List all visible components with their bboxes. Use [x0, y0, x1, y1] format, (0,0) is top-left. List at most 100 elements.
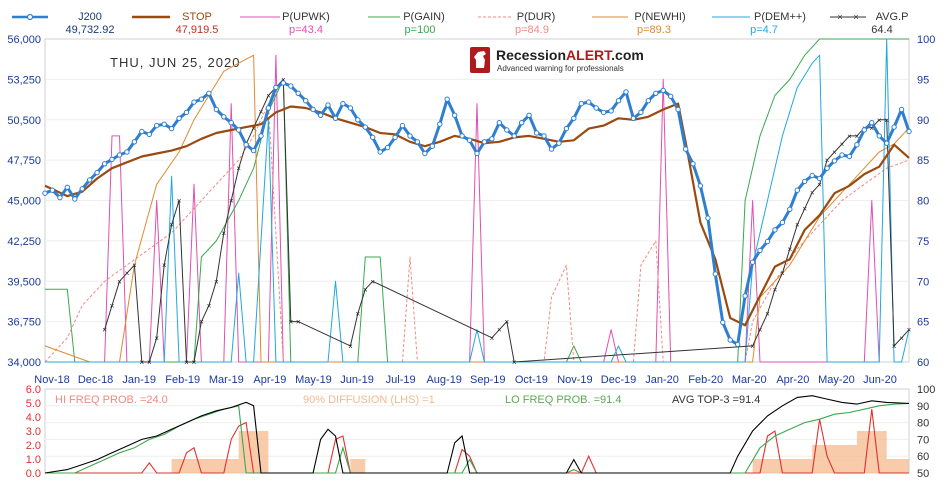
series-j200-point	[332, 115, 339, 122]
sub-left-tick-label: 6.0	[26, 384, 41, 396]
series-avgp-point: ×	[780, 269, 785, 278]
series-avgp-point: ×	[117, 277, 122, 286]
series-j200-point	[615, 98, 622, 104]
legend-item-pdur: P(DUR) p=84.9	[478, 11, 555, 36]
series-j200-point	[362, 124, 368, 130]
series-j200-point	[154, 122, 160, 129]
series-j200-point	[422, 150, 428, 157]
series-j200-point	[608, 108, 614, 114]
sub-left-tick-label: 4.0	[26, 412, 41, 424]
series-avgp-point: ×	[847, 132, 852, 141]
sub-right-tick-label: 100	[917, 384, 935, 396]
series-j200-point	[183, 109, 190, 116]
legend-label-pupwk: P(UPWK)	[282, 11, 330, 23]
series-avgp-point: ×	[840, 140, 845, 149]
series-j200-point	[340, 100, 346, 107]
series-avgp-point: ×	[125, 269, 130, 278]
series-avgp-point: ×	[192, 358, 197, 367]
series-j200-point	[124, 149, 130, 155]
series-avg-p-line	[104, 78, 910, 363]
series-avgp-point: ×	[750, 342, 755, 351]
series-j200-point	[593, 105, 599, 111]
series-j200-point	[303, 98, 309, 104]
legend-label-stop: STOP	[182, 11, 212, 23]
series-avgp-point: ×	[207, 302, 212, 311]
legend-marker-j200	[26, 13, 34, 21]
x-tick-label: Nov-18	[34, 374, 69, 386]
series-avgp-point: ×	[266, 92, 271, 101]
series-avgp-point: ×	[177, 197, 182, 206]
series-j200-point	[317, 112, 324, 119]
series-avgp-point: ×	[132, 261, 137, 270]
legend-item-j200: J200 49,732.92	[12, 11, 114, 36]
sub-right-tick-label: 50	[917, 468, 929, 480]
legend-item-avgp: × × AVG.P 64.4	[830, 11, 908, 36]
series-90-diffusion-lhs-area	[45, 431, 909, 473]
series-j200-point	[764, 238, 771, 245]
sub-left-tick-label: 2.0	[26, 440, 41, 452]
series-avgp-point: ×	[370, 277, 375, 286]
series-avgp-point: ×	[259, 108, 264, 117]
main-left-tick-label: 56,000	[7, 34, 41, 46]
legend-value-stop: 47,919.5	[176, 24, 219, 36]
main-right-tick-label: 95	[917, 74, 929, 86]
series-j200-point	[816, 175, 823, 182]
sub-gridlines	[45, 405, 909, 457]
series-j200-point	[94, 169, 100, 176]
series-avgp-point: ×	[765, 310, 770, 319]
x-tick-label: Feb-20	[688, 374, 723, 386]
series-j200-point	[429, 143, 435, 149]
series-lo-freq-prob-line	[45, 402, 910, 474]
sub-right-tick-label: 60	[917, 451, 929, 463]
series-j200-point	[109, 156, 115, 163]
series-j200-point	[414, 139, 421, 145]
legend-label-pnewhi: P(NEWHI)	[634, 11, 685, 23]
series-j200-point	[384, 144, 391, 151]
series-j200-point	[898, 106, 905, 113]
x-tick-label: Oct-19	[515, 374, 548, 386]
series-p-dem-line	[45, 38, 910, 363]
x-tick-label: Feb-19	[165, 374, 200, 386]
series-j200-point	[794, 187, 800, 193]
series-j200-point	[355, 117, 361, 123]
sub-right-tick-label: 80	[917, 418, 929, 430]
logo-wordmark: RecessionALERT.com	[496, 47, 644, 63]
series-avgp-point: ×	[147, 358, 152, 367]
series-j200-point	[87, 177, 93, 183]
series-j200-point	[49, 187, 56, 193]
main-left-tick-label: 45,000	[7, 196, 41, 208]
series-avg-top-3-line	[44, 395, 910, 474]
series-avgp-point: ×	[869, 124, 874, 133]
series-avgp-point: ×	[348, 342, 353, 351]
series-j200-point	[891, 124, 897, 130]
series-j200-point	[489, 136, 495, 142]
x-tick-label: Mar-20	[732, 374, 767, 386]
series-j200-point	[504, 127, 510, 133]
series-j200-point	[839, 152, 845, 158]
series-j200-point	[884, 140, 890, 146]
main-right-axis: 100 95 90 85 80 75 70 65 60	[917, 34, 935, 369]
series-j200-point	[712, 271, 718, 277]
series-j200-point	[735, 341, 741, 348]
sub-label-hi-freq: HI FREQ PROB. =24.0	[55, 394, 168, 406]
series-j200-point	[176, 115, 182, 122]
sub-right-tick-label: 70	[917, 434, 929, 446]
legend-value-pgain: p=100	[405, 24, 436, 36]
series-j200-point	[824, 165, 830, 171]
series-avgp-point: ×	[855, 132, 860, 141]
main-left-tick-label: 36,750	[7, 317, 41, 329]
series-j200-point	[280, 80, 286, 86]
series-avgp-point: ×	[355, 310, 360, 319]
logo-horse-shape	[474, 51, 486, 68]
sub-label-lo-freq: LO FREQ PROB. =91.4	[505, 394, 621, 406]
series-j200-point	[675, 106, 681, 113]
x-tick-label: Dec-19	[601, 374, 636, 386]
series-avgp-point: ×	[154, 334, 159, 343]
sub-series-group	[44, 395, 910, 474]
series-j200-point	[578, 100, 584, 107]
series-avgp-point: ×	[907, 326, 912, 335]
legend-item-pgain: P(GAIN) p=100	[368, 11, 445, 36]
series-j200-point	[541, 133, 547, 139]
series-avgp-point: ×	[162, 261, 167, 270]
legend-value-pnewhi: p=89.3	[637, 24, 671, 36]
